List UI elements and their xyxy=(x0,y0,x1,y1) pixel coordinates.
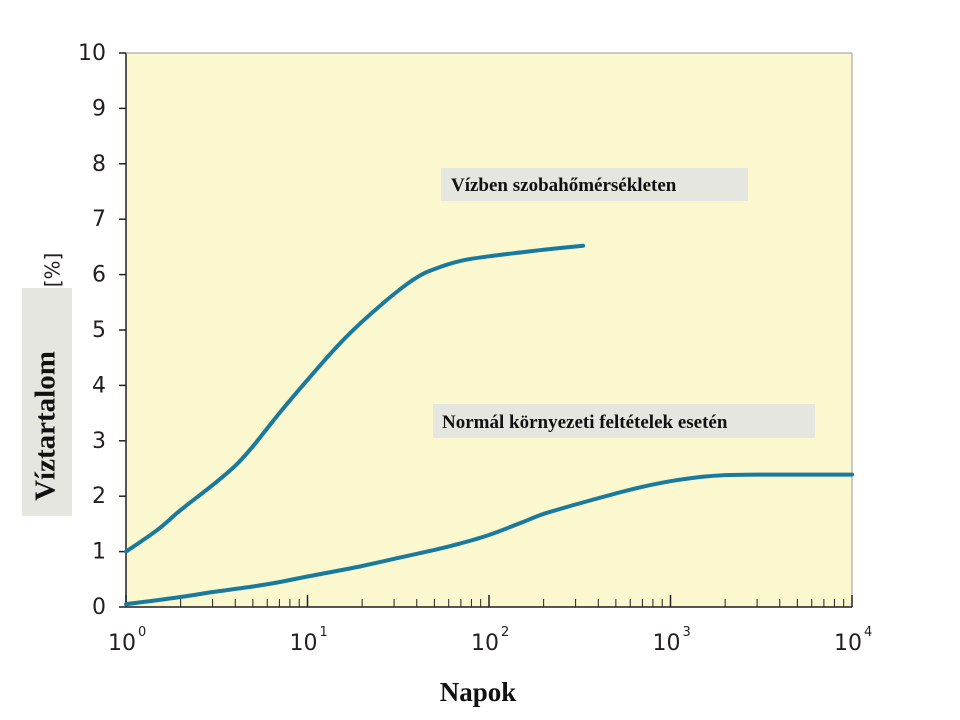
y-tick-label: 7 xyxy=(92,207,106,232)
x-tick-exponent: 1 xyxy=(320,625,328,640)
x-tick-exponent: 3 xyxy=(683,625,691,640)
series-lines xyxy=(124,243,854,607)
x-tick-label: 10 xyxy=(471,631,499,656)
y-tick-label: 10 xyxy=(78,41,106,66)
y-tick-label: 9 xyxy=(92,96,106,121)
y-axis-unit: [%] xyxy=(41,253,65,288)
x-tick-exponent: 4 xyxy=(864,625,872,640)
series-label-2: Normál környezeti feltételek esetén xyxy=(442,412,728,433)
y-tick-label: 0 xyxy=(92,595,106,620)
x-tick-label: 10 xyxy=(108,631,136,656)
series-label-box-1 xyxy=(441,168,748,201)
series-label-box-2 xyxy=(433,404,815,438)
series-label-1: Vízben szobahőmérsékleten xyxy=(451,175,677,196)
y-tick-label: 8 xyxy=(92,152,106,177)
x-tick-label: 10 xyxy=(290,631,318,656)
y-tick-label: 1 xyxy=(92,540,106,565)
plot-area xyxy=(126,53,852,607)
y-axis-title-box xyxy=(22,288,72,516)
y-tick-label: 6 xyxy=(92,263,106,288)
x-axis-title: Napok xyxy=(440,677,517,707)
y-tick-label: 4 xyxy=(92,373,106,398)
x-tick-exponent: 0 xyxy=(138,625,146,640)
x-tick-label: 10 xyxy=(834,631,862,656)
y-tick-label: 3 xyxy=(92,429,106,454)
y-tick-label: 2 xyxy=(92,484,106,509)
x-tick-exponent: 2 xyxy=(501,625,509,640)
x-tick-label: 10 xyxy=(653,631,681,656)
y-tick-label: 5 xyxy=(92,318,106,343)
series-line-1 xyxy=(124,243,586,554)
y-axis-title: Víztartalom xyxy=(30,351,62,501)
series-line-2 xyxy=(124,472,854,607)
